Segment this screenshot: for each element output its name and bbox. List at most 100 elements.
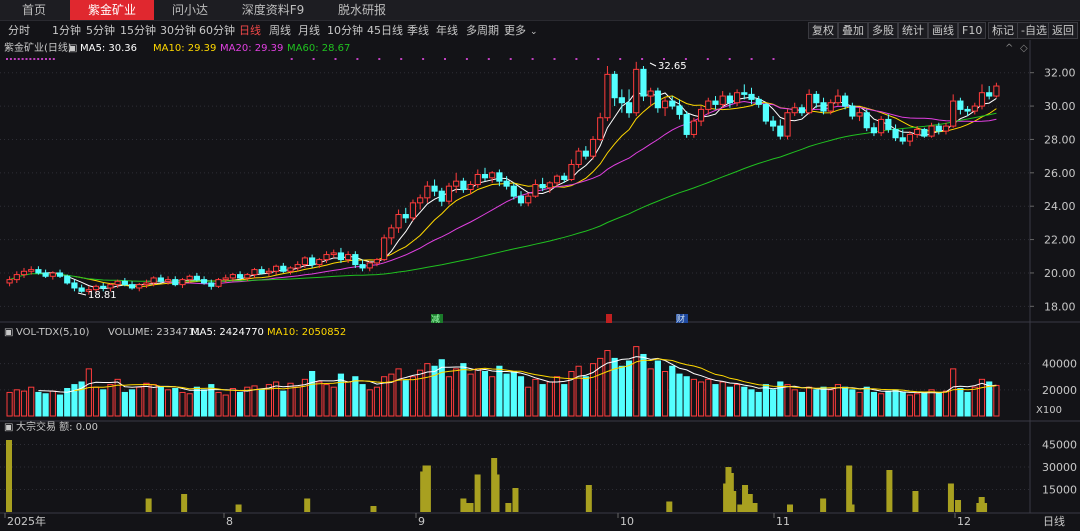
vol-volume-value: VOLUME: 2334711: [108, 327, 201, 338]
candle-body: [755, 98, 762, 105]
stats-button[interactable]: 统计: [898, 22, 928, 39]
candle-body: [35, 269, 42, 274]
volume-bar: [136, 386, 143, 417]
legend-toggle-icon[interactable]: ▣: [68, 43, 77, 54]
period-60min[interactable]: 60分钟: [199, 24, 235, 37]
back-button[interactable]: 返回: [1048, 22, 1078, 39]
overlay-button[interactable]: 叠加: [838, 22, 868, 39]
volume-bar: [964, 391, 971, 417]
time-tick-label: 2025年: [7, 514, 46, 528]
block-trade-bar: [746, 494, 753, 512]
volume-bar: [777, 381, 784, 417]
signal-dot: [17, 58, 20, 60]
panel-settings-icon[interactable]: ◇: [1020, 43, 1028, 54]
candle-body: [741, 92, 748, 95]
volume-bar: [316, 381, 323, 417]
candle-body: [323, 254, 330, 261]
volume-bar: [273, 381, 280, 417]
candle-body: [777, 125, 784, 137]
candle-body: [330, 252, 337, 256]
candle-body: [474, 173, 481, 185]
volume-bar: [85, 368, 92, 417]
period-30min[interactable]: 30分钟: [160, 24, 196, 37]
tab-f9[interactable]: 深度资料F9: [241, 3, 305, 17]
event-marker-red[interactable]: [606, 314, 612, 323]
candle-body: [676, 105, 683, 115]
volume-bar: [179, 391, 186, 417]
event-marker-finance[interactable]: 财: [676, 313, 685, 325]
volume-bar: [352, 376, 359, 417]
candle-body: [424, 185, 431, 199]
block-trade-bar: [737, 504, 744, 512]
watchlist-remove-button[interactable]: -自选: [1017, 22, 1051, 39]
volume-bar: [150, 384, 157, 417]
volume-bar: [193, 386, 200, 417]
period-10min[interactable]: 10分钟: [327, 24, 363, 37]
time-tick-label: 8: [226, 515, 233, 528]
price-axis: 18.00 20.00 22.00 24.00 26.00 28.00 30.00 32.00: [1030, 67, 1076, 313]
volume-bar: [215, 391, 222, 417]
low-annotation: 18.81: [88, 290, 117, 301]
period-1min[interactable]: 1分钟: [52, 24, 81, 37]
period-5min[interactable]: 5分钟: [86, 24, 115, 37]
fuquan-button[interactable]: 复权: [808, 22, 838, 39]
tab-bar: 首页 紫金矿业 问小达 深度资料F9 脱水研报: [0, 0, 1080, 21]
volume-bar: [56, 394, 64, 417]
volume-bar: [373, 386, 381, 417]
candle-body: [20, 270, 28, 276]
tab-research[interactable]: 脱水研报: [337, 3, 386, 17]
candle-body: [28, 269, 35, 272]
period-quarter[interactable]: 季线: [407, 24, 429, 37]
event-marker-reduce[interactable]: 减: [431, 313, 440, 325]
volume-bar: [208, 384, 215, 417]
candle-body: [337, 252, 345, 261]
candle-body: [618, 97, 625, 104]
volume-bar: [798, 391, 806, 417]
f10-button[interactable]: F10: [958, 22, 987, 39]
block-toggle-icon[interactable]: ▣: [4, 422, 13, 433]
volume-bar: [229, 388, 236, 417]
multi-stock-button[interactable]: 多股: [868, 22, 898, 39]
candle-body: [489, 172, 496, 179]
period-weekly[interactable]: 周线: [269, 24, 291, 37]
vol-toggle-icon[interactable]: ▣: [4, 327, 13, 338]
volume-bar: [301, 378, 309, 417]
volume-bar: [914, 393, 921, 417]
signal-dot: [334, 58, 337, 60]
period-45day[interactable]: 45日线: [367, 24, 403, 37]
volume-bar: [323, 384, 330, 417]
signal-dot: [378, 58, 381, 60]
volume-bar: [719, 381, 726, 417]
period-fenshi[interactable]: 分时: [8, 24, 30, 37]
kline-chart[interactable]: 紫金矿业(日线) ▣ MA5: 30.36 MA10: 29.39 MA20: …: [0, 40, 1080, 531]
period-daily[interactable]: 日线: [239, 24, 261, 37]
block-trade-bar: [304, 498, 311, 512]
candle-body: [957, 100, 964, 110]
tab-home[interactable]: 首页: [21, 3, 46, 17]
vol-indicator-name: VOL-TDX(5,10): [16, 327, 89, 338]
volume-bar: [128, 389, 136, 417]
period-monthly[interactable]: 月线: [298, 24, 320, 37]
tab-ask[interactable]: 问小达: [171, 3, 208, 17]
volume-bar: [287, 382, 294, 417]
more-chevron-icon[interactable]: ⌄: [530, 27, 538, 37]
candle-body: [453, 180, 460, 187]
volume-bar: [100, 389, 107, 417]
period-more[interactable]: 更多: [504, 24, 526, 37]
candle-body: [942, 125, 950, 132]
period-multi[interactable]: 多周期: [466, 24, 499, 37]
mark-button[interactable]: 标记: [988, 22, 1018, 39]
block-trade-bar: [370, 506, 377, 512]
candle-body: [193, 275, 200, 281]
chevron-up-icon[interactable]: ^: [1005, 43, 1013, 54]
block-trade-bar: [730, 491, 737, 512]
tab-stock[interactable]: 紫金矿业: [70, 0, 154, 20]
volume-bar: [222, 394, 229, 417]
candle-body: [647, 90, 654, 97]
signal-dot: [509, 58, 512, 60]
draw-button[interactable]: 画线: [928, 22, 958, 39]
period-year[interactable]: 年线: [436, 24, 458, 37]
volume-bar: [921, 391, 928, 417]
candle-body: [273, 265, 280, 272]
period-15min[interactable]: 15分钟: [120, 24, 156, 37]
